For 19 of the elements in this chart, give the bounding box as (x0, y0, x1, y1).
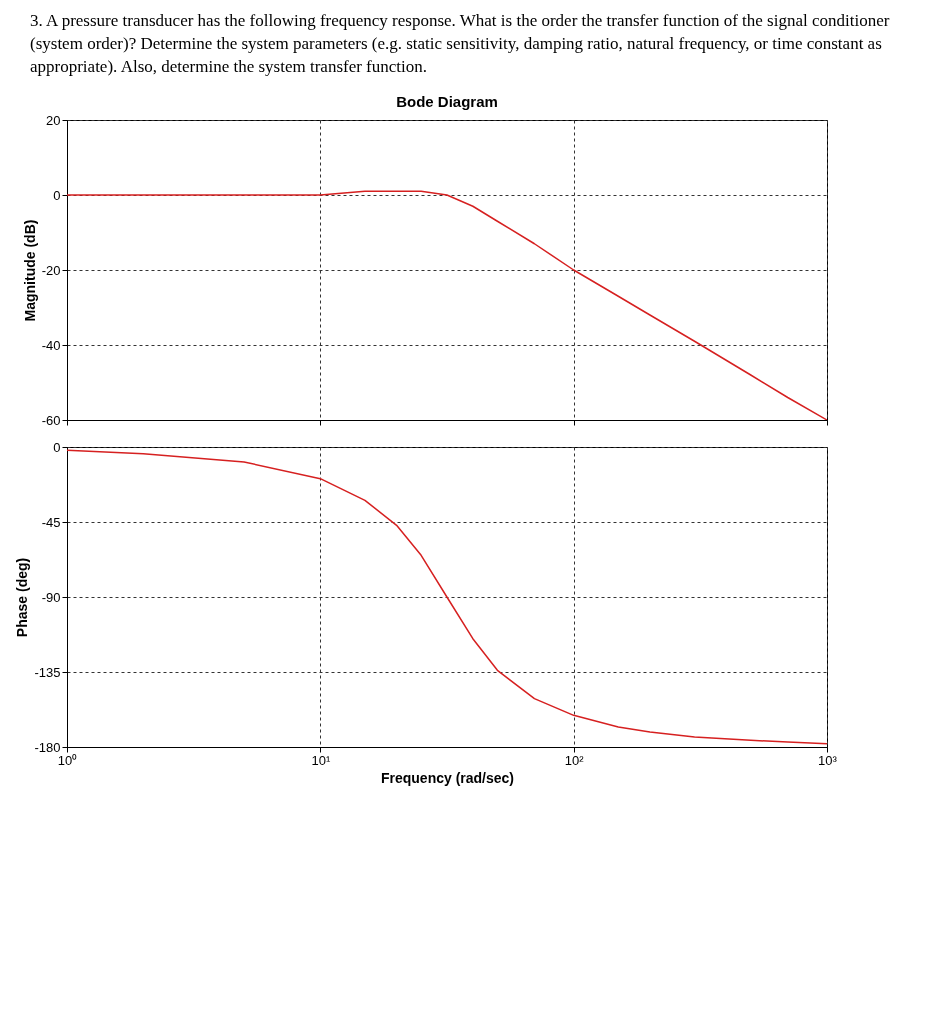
y-tick-label: -90 (41, 589, 61, 605)
chart-title: Bode Diagram (396, 92, 498, 110)
y-tick-label: 20 (46, 112, 61, 128)
y-tick-label: -20 (41, 262, 61, 278)
y-tick-label: -135 (34, 664, 61, 680)
x-tick-label: 10³ (818, 752, 838, 768)
y-tick-label: -45 (41, 514, 61, 530)
y-tick-label: -40 (41, 337, 61, 353)
x-tick-label: 10⁰ (57, 752, 78, 768)
y-tick-label: 0 (53, 439, 61, 455)
x-tick-label: 10¹ (311, 752, 331, 768)
y-tick-label: 0 (53, 187, 61, 203)
y-tick-label: -180 (34, 739, 61, 755)
x-tick-label: 10² (564, 752, 585, 768)
y-tick-label: -60 (41, 412, 61, 428)
text: 3. A pressure transducer has the following frequency response. What is the order the transfer function of the signal conditioner (system order)? Determine the system parameters (e.g. static sensitivity, damping ratio, natural frequency, or time constant as appropriate). Also, determine the system transfer function. (30, 10, 891, 78)
y-axis-title: Phase (deg) (14, 557, 31, 637)
y-axis-title: Magnitude (dB) (21, 219, 38, 322)
x-axis-title: Frequency (rad/sec) (380, 769, 515, 786)
